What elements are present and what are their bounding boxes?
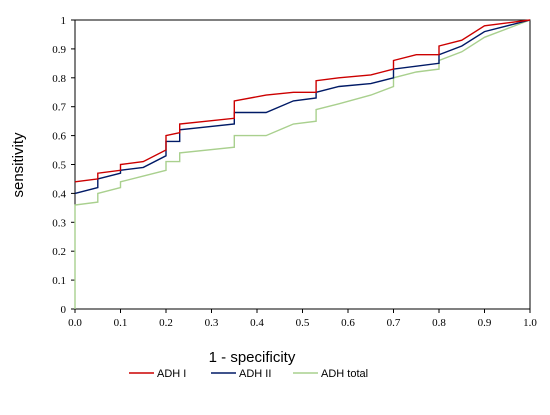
- legend-label: ADH I: [157, 368, 186, 380]
- series-line-adh-total: [74, 19, 531, 309]
- y-tick-label: 0.1: [52, 275, 66, 287]
- x-tick-label: 0.8: [432, 317, 446, 329]
- x-tick-label: 0.0: [68, 317, 82, 329]
- x-tick-label: 0.4: [250, 317, 264, 329]
- y-axis-title: sensitivity: [10, 132, 27, 198]
- series-lines: [74, 19, 531, 309]
- x-tick-label: 0.2: [159, 317, 173, 329]
- y-tick-label: 0: [61, 304, 67, 316]
- x-tick-label: 0.3: [205, 317, 219, 329]
- y-tick-label: 0.8: [52, 73, 66, 85]
- x-tick-label: 1.0: [523, 317, 537, 329]
- legend-label: ADH II: [239, 368, 271, 380]
- y-tick-label: 0.2: [52, 246, 66, 258]
- legend: ADH I ADH II ADH total: [129, 368, 368, 380]
- x-tick-label: 0.7: [387, 317, 401, 329]
- y-tick-label: 1: [61, 15, 67, 27]
- y-tick-label: 0.6: [52, 131, 66, 143]
- y-tick-label: 0.3: [52, 217, 66, 229]
- tick-labels: 0.0 0.1 0.2 0.3 0.4 0.5 0.6 0.7 0.8 0.9 1.0 0 0.1 0.2…: [52, 15, 537, 329]
- x-tick-label: 0.5: [296, 317, 310, 329]
- y-tick-label: 0.7: [52, 102, 66, 114]
- plot-area: [74, 19, 531, 310]
- x-tick-label: 0.1: [114, 317, 128, 329]
- y-tick-label: 0.9: [52, 44, 66, 56]
- y-tick-label: 0.5: [52, 160, 66, 172]
- series-line-adh-ii: [74, 19, 531, 195]
- legend-label: ADH total: [321, 368, 368, 380]
- y-tick-label: 0.4: [52, 188, 66, 200]
- x-tick-label: 0.6: [341, 317, 355, 329]
- x-tick-label: 0.9: [478, 317, 492, 329]
- series-line-adh-i: [74, 19, 531, 183]
- x-axis-title: 1 - specificity: [209, 349, 296, 366]
